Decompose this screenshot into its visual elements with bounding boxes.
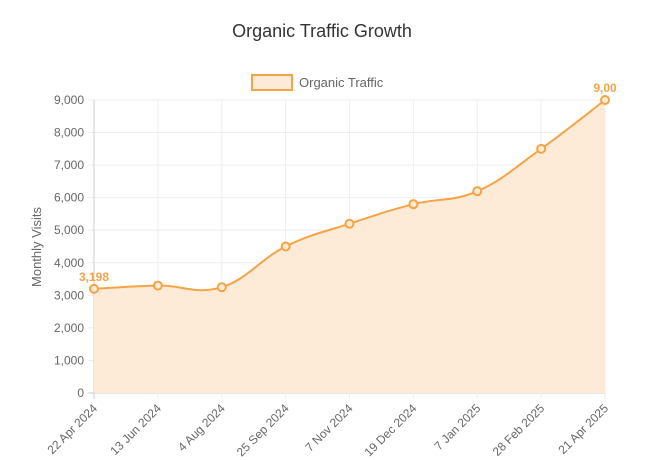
y-tick-label: 1,000 <box>54 353 84 367</box>
x-tick-label: 28 Feb 2025 <box>490 401 548 459</box>
data-label-0: 3,198 <box>79 270 109 284</box>
legend[interactable]: Organic Traffic <box>251 74 384 91</box>
y-tick-label: 6,000 <box>54 191 84 205</box>
x-tick-label: 25 Sep 2024 <box>234 401 292 459</box>
y-tick-label: 9,000 <box>54 93 84 107</box>
y-axis-ticks: 0 1,000 2,000 3,000 4,000 5,000 6,000 7,000 8,00… <box>54 93 84 400</box>
data-point-5[interactable] <box>408 199 419 210</box>
data-point-8[interactable] <box>600 95 610 105</box>
data-point-1[interactable] <box>152 280 163 291</box>
legend-label: Organic Traffic <box>299 75 384 90</box>
y-tick-label: 0 <box>77 386 84 400</box>
x-tick-label: 4 Aug 2024 <box>175 401 228 454</box>
x-axis-ticks: 22 Apr 2024 13 Jun 2024 4 Aug 2024 25 Sep 2… <box>44 401 611 459</box>
x-tick-label: 7 Nov 2024 <box>302 401 356 455</box>
x-tick-label: 19 Dec 2024 <box>361 401 419 459</box>
y-tick-label: 3,000 <box>54 288 84 302</box>
data-point-6[interactable] <box>472 186 483 197</box>
series-area-fill <box>94 100 605 393</box>
data-point-3[interactable] <box>280 241 291 252</box>
data-point-0[interactable] <box>89 283 99 294</box>
y-tick-label: 4,000 <box>54 256 84 270</box>
y-axis-title: Monthly Visits <box>29 207 44 287</box>
legend-swatch <box>251 74 293 91</box>
x-tick-label: 21 Apr 2025 <box>555 401 611 457</box>
y-tick-label: 2,000 <box>54 321 84 335</box>
y-tick-label: 5,000 <box>54 223 84 237</box>
x-tick-label: 7 Jan 2025 <box>431 401 483 453</box>
data-points <box>89 95 610 294</box>
data-point-7[interactable] <box>536 143 547 154</box>
data-point-2[interactable] <box>216 282 227 293</box>
y-tick-label: 8,000 <box>54 126 84 140</box>
y-tick-label: 7,000 <box>54 158 84 172</box>
x-tick-label: 13 Jun 2024 <box>107 401 164 458</box>
chart-title: Organic Traffic Growth <box>232 21 412 41</box>
data-labels: 3,198 9,00 <box>79 81 617 284</box>
x-tick-label: 22 Apr 2024 <box>44 401 100 457</box>
data-point-4[interactable] <box>344 218 355 229</box>
data-label-8: 9,00 <box>593 81 617 95</box>
